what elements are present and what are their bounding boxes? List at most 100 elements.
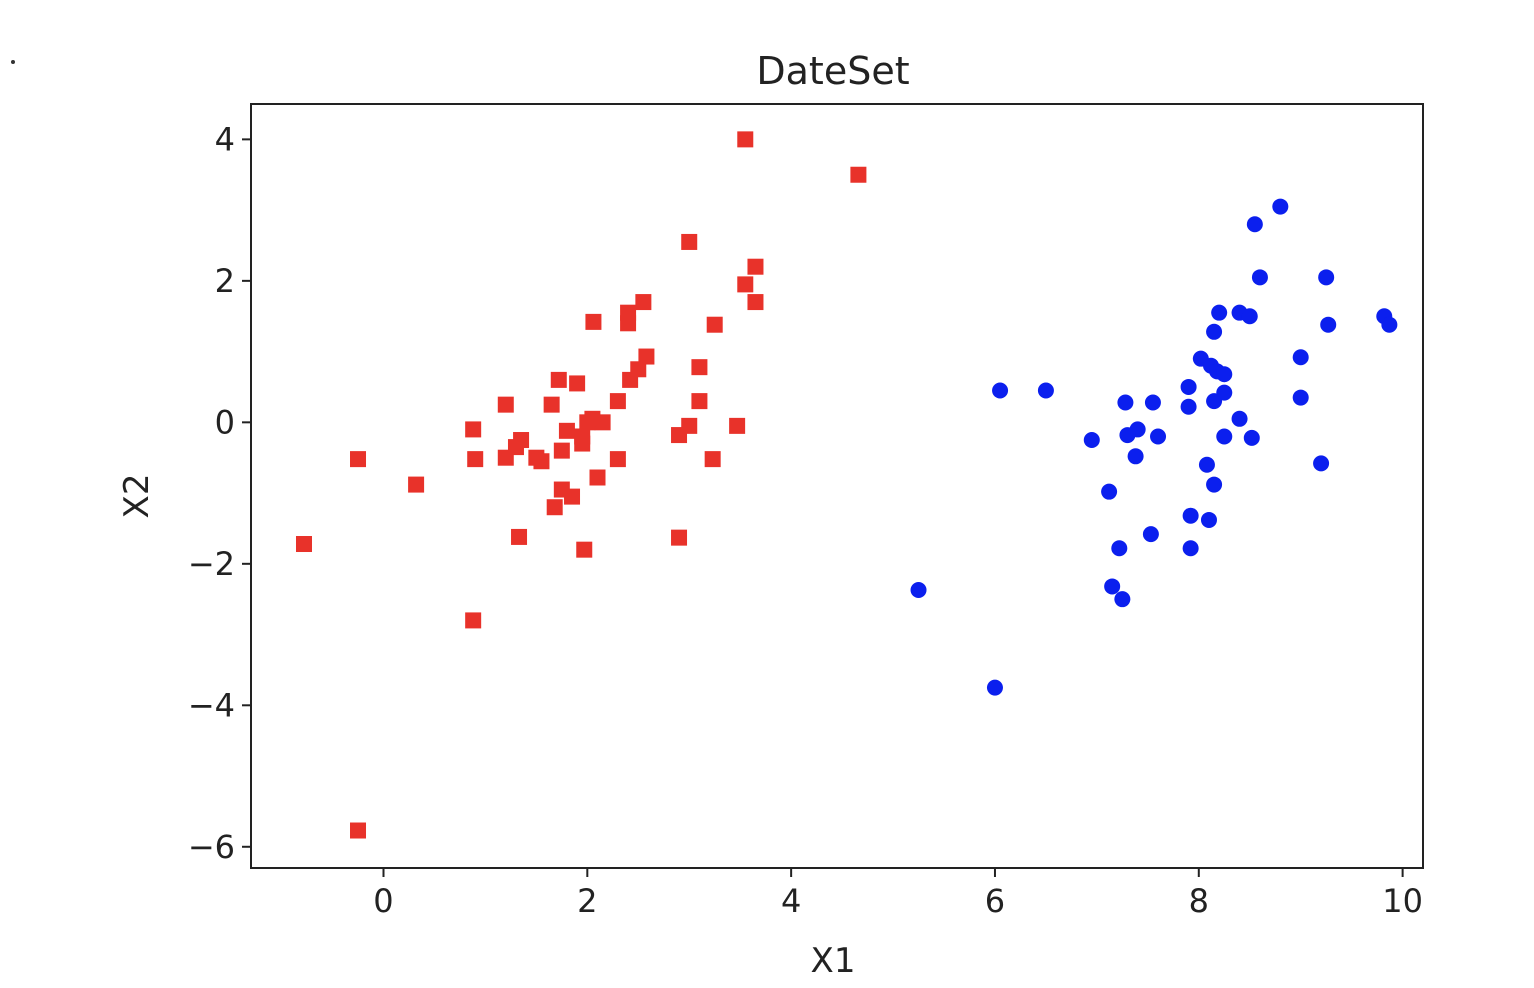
data-point-square xyxy=(671,427,688,444)
data-point-circle xyxy=(1216,366,1233,383)
data-point-square xyxy=(671,529,688,546)
data-point-square xyxy=(564,488,581,505)
data-point-circle xyxy=(1101,483,1118,500)
data-point-square xyxy=(574,435,591,452)
data-point-circle xyxy=(1180,398,1197,415)
data-point-square xyxy=(850,166,867,183)
data-point-square xyxy=(704,451,721,468)
data-point-square xyxy=(609,451,626,468)
data-point-square xyxy=(635,294,652,311)
data-point-square xyxy=(465,421,482,438)
data-point-square xyxy=(729,417,746,434)
data-point-circle xyxy=(986,679,1003,696)
data-point-circle xyxy=(1150,428,1167,445)
data-point-square xyxy=(558,422,575,439)
data-point-square xyxy=(467,451,484,468)
y-tick-label: 4 xyxy=(215,120,235,158)
data-point-circle xyxy=(1104,578,1121,595)
data-point-circle xyxy=(1206,476,1223,493)
data-point-circle xyxy=(1142,526,1159,543)
data-point-circle xyxy=(1206,323,1223,340)
data-point-circle xyxy=(1127,448,1144,465)
data-point-circle xyxy=(1246,216,1263,233)
x-tick-label: 6 xyxy=(985,882,1005,920)
data-point-circle xyxy=(1144,394,1161,411)
x-tick-label: 8 xyxy=(1189,882,1209,920)
data-point-circle xyxy=(1292,389,1309,406)
data-point-circle xyxy=(1083,432,1100,449)
data-point-circle xyxy=(1182,507,1199,524)
data-point-circle xyxy=(1241,308,1258,325)
data-point-circle xyxy=(1037,382,1054,399)
data-point-circle xyxy=(1198,456,1215,473)
data-point-square xyxy=(609,393,626,410)
y-axis: −6 −4 −2 0 2 4 xyxy=(188,120,251,866)
data-point-square xyxy=(553,442,570,459)
data-point-square xyxy=(350,822,367,839)
data-point-square xyxy=(497,449,514,466)
plot-frame xyxy=(250,103,1424,869)
data-point-circle xyxy=(1243,429,1260,446)
x-tick-label: 2 xyxy=(577,882,597,920)
data-point-square xyxy=(350,451,367,468)
stray-dot xyxy=(11,60,15,64)
data-point-circle xyxy=(1200,511,1217,528)
data-point-square xyxy=(543,396,560,413)
data-point-circle xyxy=(1216,428,1233,445)
data-point-circle xyxy=(1292,349,1309,366)
data-point-square xyxy=(691,393,708,410)
data-point-square xyxy=(691,359,708,376)
data-point-circle xyxy=(1231,410,1248,427)
x-axis: 0 2 4 6 8 10 xyxy=(373,868,1423,920)
data-point-square xyxy=(620,315,637,332)
data-point-circle xyxy=(1206,393,1223,410)
data-point-circle xyxy=(1111,540,1128,557)
data-point-square xyxy=(622,371,639,388)
data-point-circle xyxy=(1211,304,1228,321)
data-point-square xyxy=(295,536,312,553)
data-point-circle xyxy=(992,382,1009,399)
data-point-square xyxy=(550,371,567,388)
data-point-circle xyxy=(1313,455,1330,472)
data-point-square xyxy=(747,258,764,275)
chart-title: DateSet xyxy=(756,49,909,93)
data-point-square xyxy=(576,541,593,558)
x-tick-label: 4 xyxy=(781,882,801,920)
data-point-square xyxy=(465,612,482,629)
data-point-square xyxy=(585,313,602,330)
data-points xyxy=(295,131,1398,839)
data-point-circle xyxy=(1272,198,1289,215)
data-point-circle xyxy=(1119,427,1136,444)
x-tick-label: 10 xyxy=(1382,882,1423,920)
data-point-square xyxy=(638,348,655,365)
data-point-circle xyxy=(1251,269,1268,286)
data-point-square xyxy=(747,294,764,311)
data-point-square xyxy=(737,131,754,148)
data-point-circle xyxy=(1182,540,1199,557)
data-point-square xyxy=(533,453,550,470)
data-point-square xyxy=(569,375,586,392)
data-point-square xyxy=(546,499,563,516)
data-point-square xyxy=(497,396,514,413)
data-point-square xyxy=(408,476,425,493)
data-point-circle xyxy=(1320,316,1337,333)
data-point-square xyxy=(579,414,596,431)
data-point-square xyxy=(511,528,528,545)
y-tick-label: 2 xyxy=(215,262,235,300)
x-tick-label: 0 xyxy=(373,882,393,920)
data-point-square xyxy=(737,276,754,293)
data-point-circle xyxy=(1180,378,1197,395)
y-axis-label: X2 xyxy=(117,474,157,519)
data-point-square xyxy=(681,233,698,250)
y-tick-label: −2 xyxy=(188,545,235,583)
y-tick-label: 0 xyxy=(215,403,235,441)
data-point-circle xyxy=(1114,591,1131,608)
y-tick-label: −6 xyxy=(188,828,235,866)
data-point-circle xyxy=(910,581,927,598)
data-point-square xyxy=(589,469,606,486)
y-tick-label: −4 xyxy=(188,686,235,724)
x-axis-label: X1 xyxy=(811,941,856,981)
data-point-circle xyxy=(1117,394,1134,411)
data-point-circle xyxy=(1381,316,1398,333)
